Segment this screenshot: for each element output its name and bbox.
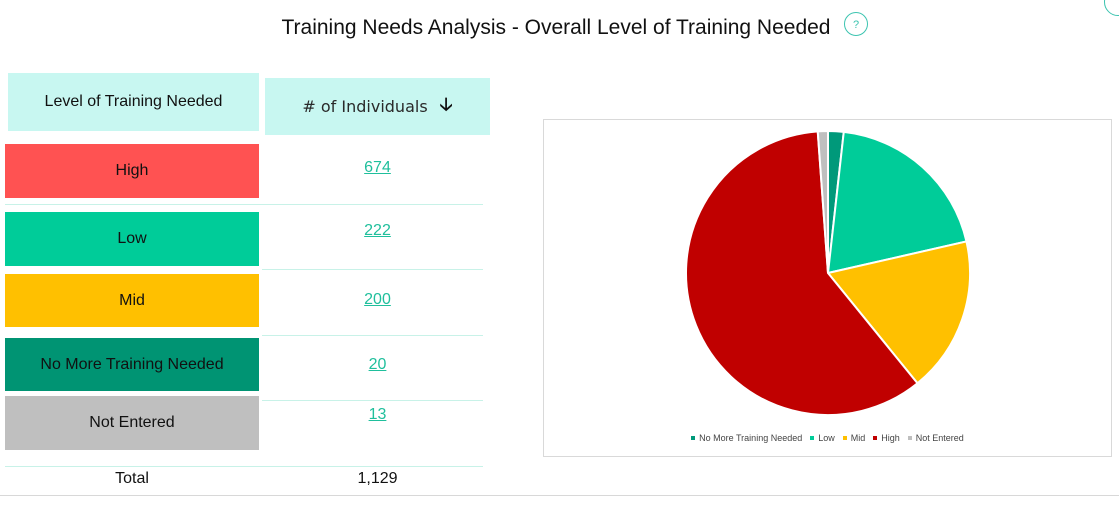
legend-swatch xyxy=(691,436,696,440)
count-link-no-more[interactable]: 20 xyxy=(368,356,387,373)
legend-label: High xyxy=(881,433,900,443)
legend-label: No More Training Needed xyxy=(699,433,803,443)
legend-item: No More Training Needed xyxy=(691,433,802,443)
level-label: Low xyxy=(117,230,147,247)
column-header-count[interactable]: # of Individuals 🡣 xyxy=(265,78,490,135)
level-label: No More Training Needed xyxy=(40,355,224,373)
row-divider xyxy=(262,400,483,401)
legend-item: Mid xyxy=(842,433,866,443)
count-link-low[interactable]: 222 xyxy=(364,222,391,239)
pie-slice-mid[interactable] xyxy=(826,240,971,385)
legend-item: High xyxy=(873,433,900,443)
pie-chart xyxy=(685,129,971,416)
level-cell-high: High xyxy=(5,144,259,198)
legend-label: Mid xyxy=(850,433,866,443)
level-label: Not Entered xyxy=(89,414,175,431)
row-divider xyxy=(262,335,483,336)
level-cell-not-entered: Not Entered xyxy=(5,396,259,450)
level-label: Mid xyxy=(119,291,145,309)
help-icon[interactable]: ? xyxy=(844,12,868,36)
column-header-count-label: # of Individuals xyxy=(302,97,428,116)
count-link-not-entered[interactable]: 13 xyxy=(368,406,387,423)
legend-item: Not Entered xyxy=(907,433,964,443)
level-cell-mid: Mid xyxy=(5,274,259,327)
row-divider xyxy=(5,204,483,205)
total-label: Total xyxy=(115,470,149,487)
legend-swatch xyxy=(842,436,847,440)
count-link-mid[interactable]: 200 xyxy=(364,291,391,308)
chart-legend: No More Training Needed Low Mid High Not Ent… xyxy=(544,433,1111,443)
total-value: 1,129 xyxy=(357,470,398,487)
pie-slice-high[interactable] xyxy=(685,130,919,416)
pie-slice-not-entered[interactable] xyxy=(816,129,829,274)
corner-circle-icon xyxy=(1104,0,1119,16)
level-cell-low: Low xyxy=(5,212,259,266)
level-cell-no-more: No More Training Needed xyxy=(5,338,259,391)
bottom-divider xyxy=(0,495,1119,496)
legend-swatch xyxy=(907,436,912,440)
arrow-down-icon[interactable]: 🡣 xyxy=(439,93,453,115)
page-title: Training Needs Analysis - Overall Level … xyxy=(281,16,831,39)
legend-label: Low xyxy=(818,433,835,443)
legend-swatch xyxy=(873,436,878,440)
row-divider xyxy=(5,466,483,467)
pie-chart-panel: No More Training Needed Low Mid High Not Ent… xyxy=(543,119,1112,457)
legend-swatch xyxy=(810,436,815,440)
legend-item: Low xyxy=(810,433,835,443)
column-header-level: Level of Training Needed xyxy=(8,73,259,131)
pie-slice-low[interactable] xyxy=(826,130,968,275)
level-label: High xyxy=(115,162,149,179)
legend-label: Not Entered xyxy=(915,433,964,443)
row-divider xyxy=(262,269,483,270)
count-link-high[interactable]: 674 xyxy=(364,159,391,176)
